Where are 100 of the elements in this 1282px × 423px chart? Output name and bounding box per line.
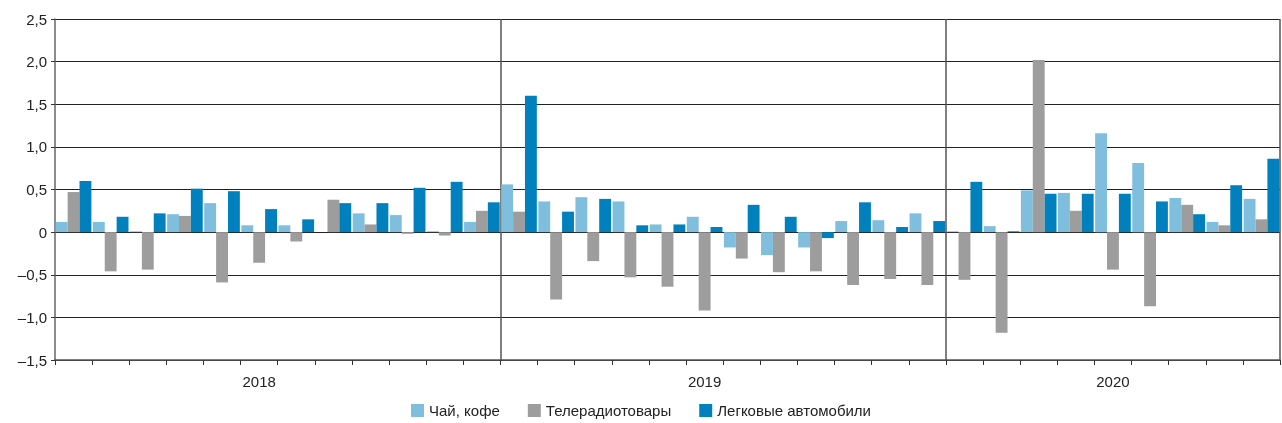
bar bbox=[376, 203, 389, 233]
bar bbox=[649, 224, 662, 233]
bar bbox=[79, 180, 92, 233]
bar bbox=[835, 221, 848, 233]
bar bbox=[204, 203, 217, 233]
bar bbox=[1144, 232, 1157, 307]
bar bbox=[67, 192, 80, 233]
bar bbox=[464, 221, 476, 233]
y-tick-label: –0,5 bbox=[17, 266, 47, 284]
bar bbox=[686, 216, 699, 233]
bar bbox=[1118, 193, 1131, 233]
bar bbox=[847, 232, 860, 285]
bar bbox=[859, 202, 871, 233]
bar bbox=[1132, 163, 1145, 233]
legend-label: Чай, кофе bbox=[429, 402, 500, 419]
bar bbox=[735, 232, 748, 259]
bar bbox=[487, 202, 500, 233]
bar bbox=[587, 232, 600, 262]
bar bbox=[253, 232, 266, 263]
bar bbox=[995, 232, 1008, 333]
bar bbox=[501, 184, 514, 233]
bar bbox=[821, 232, 834, 239]
bar bbox=[1193, 214, 1206, 233]
bar bbox=[413, 187, 426, 233]
bar bbox=[747, 204, 760, 233]
bar bbox=[278, 225, 291, 233]
bar bbox=[1107, 232, 1119, 270]
bar bbox=[1058, 192, 1070, 233]
bar bbox=[810, 232, 822, 272]
bar bbox=[1206, 221, 1219, 233]
bar bbox=[1255, 219, 1268, 233]
bar bbox=[784, 216, 797, 233]
bar bbox=[227, 191, 240, 233]
x-tick-label: 2019 bbox=[687, 373, 722, 390]
bar bbox=[723, 232, 736, 248]
bar bbox=[241, 225, 254, 233]
bar bbox=[1230, 185, 1243, 233]
bar bbox=[884, 232, 897, 280]
bar bbox=[909, 213, 922, 233]
y-tick-label: –1,0 bbox=[17, 308, 47, 326]
y-tick-label: 1,5 bbox=[26, 95, 47, 113]
bar bbox=[1044, 193, 1057, 233]
bar bbox=[167, 214, 179, 233]
bar bbox=[1156, 201, 1168, 233]
y-tick-label: 1,0 bbox=[26, 138, 47, 156]
bar bbox=[538, 201, 551, 233]
bar bbox=[636, 225, 649, 233]
bar bbox=[290, 232, 303, 242]
bar bbox=[599, 198, 612, 233]
bar bbox=[364, 224, 377, 233]
bar bbox=[798, 232, 811, 248]
bar bbox=[153, 213, 166, 233]
x-tick-label: 2020 bbox=[1096, 373, 1130, 390]
bar bbox=[772, 232, 785, 273]
bar bbox=[624, 232, 637, 278]
bar bbox=[661, 232, 674, 287]
bar bbox=[141, 232, 154, 270]
bar bbox=[1218, 225, 1231, 233]
bar bbox=[475, 210, 488, 233]
bar bbox=[524, 95, 537, 233]
bar bbox=[1069, 210, 1082, 233]
bar bbox=[562, 211, 574, 233]
bar bbox=[1267, 158, 1280, 233]
bar bbox=[872, 220, 885, 233]
bar bbox=[761, 232, 773, 256]
legend-label: Телерадиотовары bbox=[545, 402, 672, 419]
bar bbox=[92, 221, 105, 233]
bar bbox=[438, 232, 451, 236]
bar bbox=[575, 197, 588, 233]
bar bbox=[612, 201, 625, 233]
y-tick-label: 0,5 bbox=[26, 181, 47, 198]
bar bbox=[55, 221, 68, 233]
bar bbox=[1020, 190, 1033, 233]
y-tick-label: –1,5 bbox=[17, 351, 47, 369]
bar bbox=[1181, 204, 1194, 233]
bar bbox=[1095, 133, 1108, 233]
bar bbox=[104, 232, 117, 272]
legend-label: Легковые автомобили bbox=[717, 402, 871, 419]
bar bbox=[116, 216, 129, 233]
y-tick-label: 2,0 bbox=[26, 53, 47, 71]
bar bbox=[1169, 198, 1182, 233]
bar bbox=[339, 203, 352, 233]
bar bbox=[450, 181, 463, 233]
bar bbox=[550, 232, 563, 300]
bar bbox=[216, 232, 228, 283]
bar bbox=[710, 227, 723, 233]
x-tick-label: 2018 bbox=[242, 373, 276, 390]
bar bbox=[1032, 59, 1045, 233]
bar bbox=[352, 213, 365, 233]
bar bbox=[1081, 193, 1094, 233]
bar bbox=[921, 232, 934, 285]
y-tick-label: 0 bbox=[38, 223, 47, 241]
bar bbox=[1243, 198, 1256, 233]
bar bbox=[389, 215, 402, 233]
bar bbox=[933, 221, 946, 233]
bar bbox=[302, 219, 315, 233]
bar bbox=[896, 227, 909, 233]
bar bbox=[958, 232, 971, 280]
bar bbox=[698, 232, 711, 311]
bar bbox=[673, 224, 686, 233]
